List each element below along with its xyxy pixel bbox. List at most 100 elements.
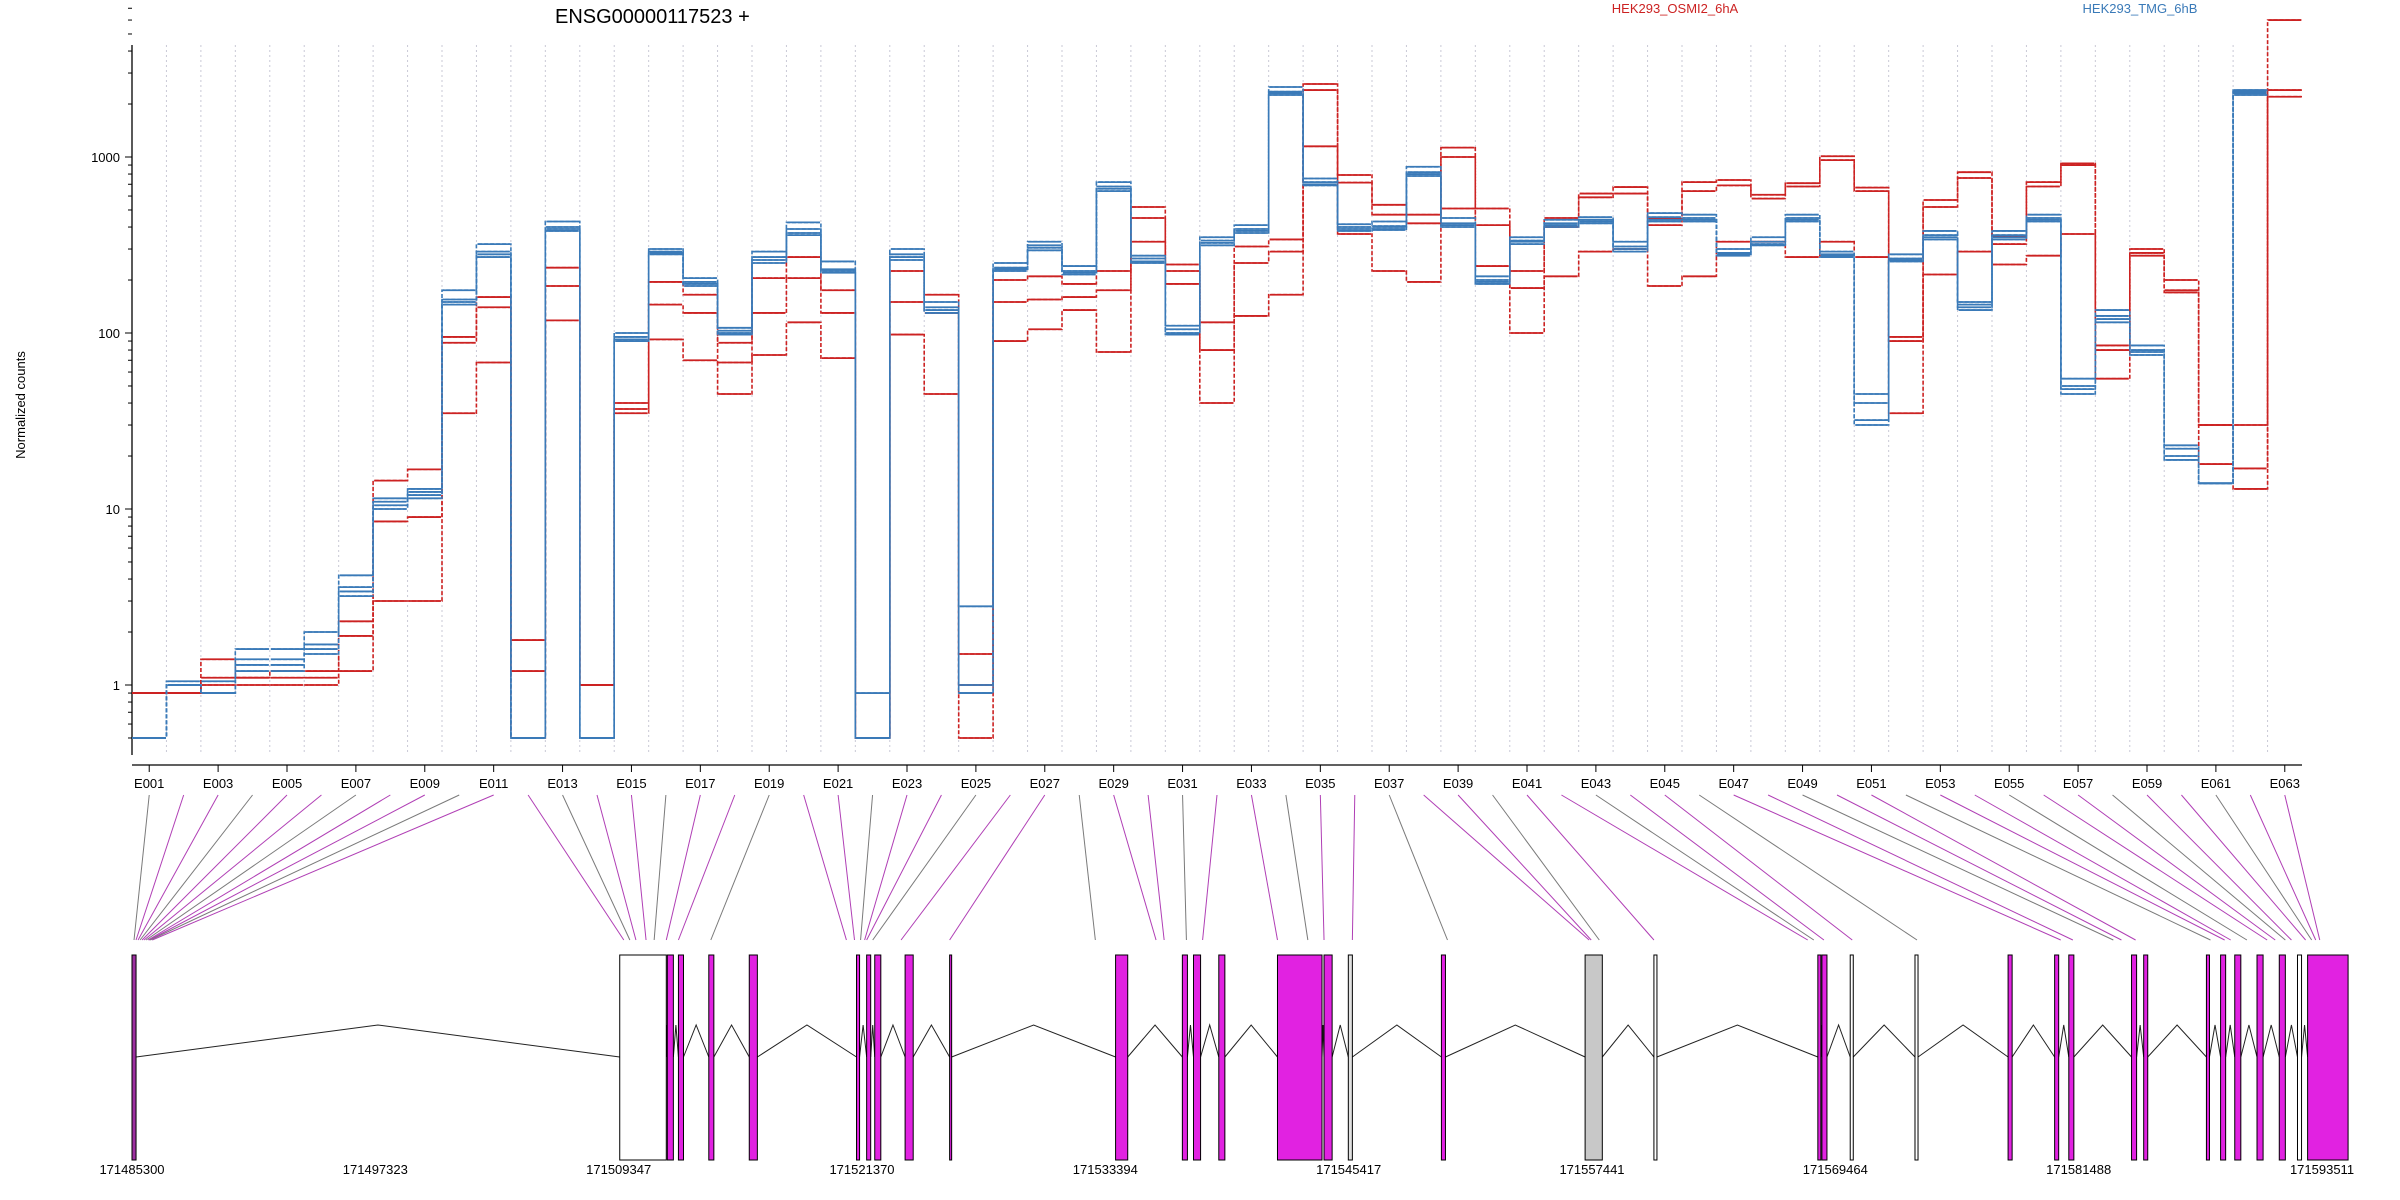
exon-label: E001 xyxy=(134,776,164,791)
exon-block xyxy=(1347,954,1353,1161)
exon-block xyxy=(619,954,667,1161)
connector xyxy=(864,794,908,941)
intron-line xyxy=(2058,1024,2070,1058)
connector xyxy=(1147,794,1165,941)
genomic-tick-label: 171581488 xyxy=(2046,1162,2111,1177)
connector xyxy=(1940,794,2225,941)
connector xyxy=(1457,794,1592,941)
intron-line xyxy=(870,1024,876,1058)
intron-line xyxy=(1826,1023,1851,1058)
exon-label: E017 xyxy=(685,776,715,791)
intron-line xyxy=(135,1024,620,1058)
connector xyxy=(860,794,874,941)
exon-block xyxy=(874,954,882,1161)
connector xyxy=(1561,794,1808,941)
intron-line xyxy=(951,1024,1116,1058)
intron-line xyxy=(1352,1024,1442,1058)
connector xyxy=(147,794,391,941)
connector xyxy=(1351,794,1356,941)
exon-label: E025 xyxy=(961,776,991,791)
connector xyxy=(1078,794,1096,941)
exon-label: E005 xyxy=(272,776,302,791)
exon-block xyxy=(1276,954,1323,1161)
exon-label: E047 xyxy=(1718,776,1748,791)
exon-label: E003 xyxy=(203,776,233,791)
intron-line xyxy=(2284,1024,2298,1058)
connector xyxy=(1630,794,1825,941)
intron-line xyxy=(1186,1024,1194,1058)
exon-label: E021 xyxy=(823,776,853,791)
exon-label: E037 xyxy=(1374,776,1404,791)
exon-block xyxy=(2234,954,2242,1161)
exon-block xyxy=(2007,954,2013,1161)
connector xyxy=(139,794,253,941)
exon-block xyxy=(1440,954,1446,1161)
exon-label: E059 xyxy=(2132,776,2162,791)
connector xyxy=(1733,794,2061,941)
connector xyxy=(1285,794,1309,941)
exon-block xyxy=(1323,954,1333,1161)
exon-label: E055 xyxy=(1994,776,2024,791)
exon-label: E051 xyxy=(1856,776,1886,791)
connector xyxy=(710,794,770,941)
exon-label: E057 xyxy=(2063,776,2093,791)
exon-label: E027 xyxy=(1030,776,1060,791)
connector xyxy=(900,794,1011,941)
connector xyxy=(141,794,288,941)
connector xyxy=(562,794,631,941)
genomic-tick-label: 171593511 xyxy=(2290,1162,2354,1177)
connector xyxy=(152,794,494,941)
connector xyxy=(2249,794,2317,941)
connector xyxy=(1698,794,1918,941)
exon-block xyxy=(1914,954,1919,1161)
exon-block xyxy=(1653,954,1658,1161)
intron-line xyxy=(2011,1024,2056,1058)
connector xyxy=(1836,794,2122,941)
connector xyxy=(2181,794,2306,941)
y-tick-label: 100 xyxy=(98,326,120,341)
connector xyxy=(1974,794,2231,941)
series-line-0 xyxy=(132,19,2302,739)
connector xyxy=(803,794,847,941)
genomic-tick-label: 171509347 xyxy=(586,1162,651,1177)
connector xyxy=(2043,794,2268,941)
genomic-tick-label: 171557441 xyxy=(1559,1162,1624,1177)
connector xyxy=(872,794,977,941)
connector xyxy=(653,794,667,941)
connector xyxy=(527,794,625,941)
intron-line xyxy=(1127,1024,1183,1058)
intron-line xyxy=(880,1023,906,1058)
exon-label: E049 xyxy=(1787,776,1817,791)
intron-line xyxy=(912,1023,951,1058)
exon-block xyxy=(2054,954,2060,1161)
genomic-tick-label: 171485300 xyxy=(99,1162,164,1177)
intron-line xyxy=(2301,1024,2309,1058)
connector xyxy=(2146,794,2292,941)
exon-block xyxy=(2256,954,2264,1161)
legend: HEK293_OSMI2_6hA HEK293_TMG_6hB xyxy=(1612,1,2198,16)
exon-block xyxy=(2296,954,2303,1161)
connector xyxy=(1202,794,1218,941)
exon-block xyxy=(708,954,715,1161)
connector xyxy=(1113,794,1157,941)
exon-label: E053 xyxy=(1925,776,1955,791)
connector xyxy=(630,794,647,941)
exon-block xyxy=(1115,954,1129,1161)
y-tick-label: 1000 xyxy=(91,150,120,165)
connector xyxy=(866,794,942,941)
connector xyxy=(2008,794,2248,941)
exon-block xyxy=(1584,954,1603,1161)
intron-line xyxy=(1917,1024,2009,1058)
exon-block xyxy=(1849,954,1854,1161)
exon-block xyxy=(1192,954,1202,1161)
exon-label: E043 xyxy=(1581,776,1611,791)
connector xyxy=(145,794,357,941)
connector xyxy=(1802,794,2114,941)
intron-line xyxy=(1445,1024,1586,1058)
connector xyxy=(148,794,426,941)
connector xyxy=(137,794,219,941)
genomic-tick-label: 171497323 xyxy=(343,1162,408,1177)
connector xyxy=(1388,794,1448,941)
exon-label: E045 xyxy=(1650,776,1680,791)
exon-block xyxy=(666,954,674,1161)
